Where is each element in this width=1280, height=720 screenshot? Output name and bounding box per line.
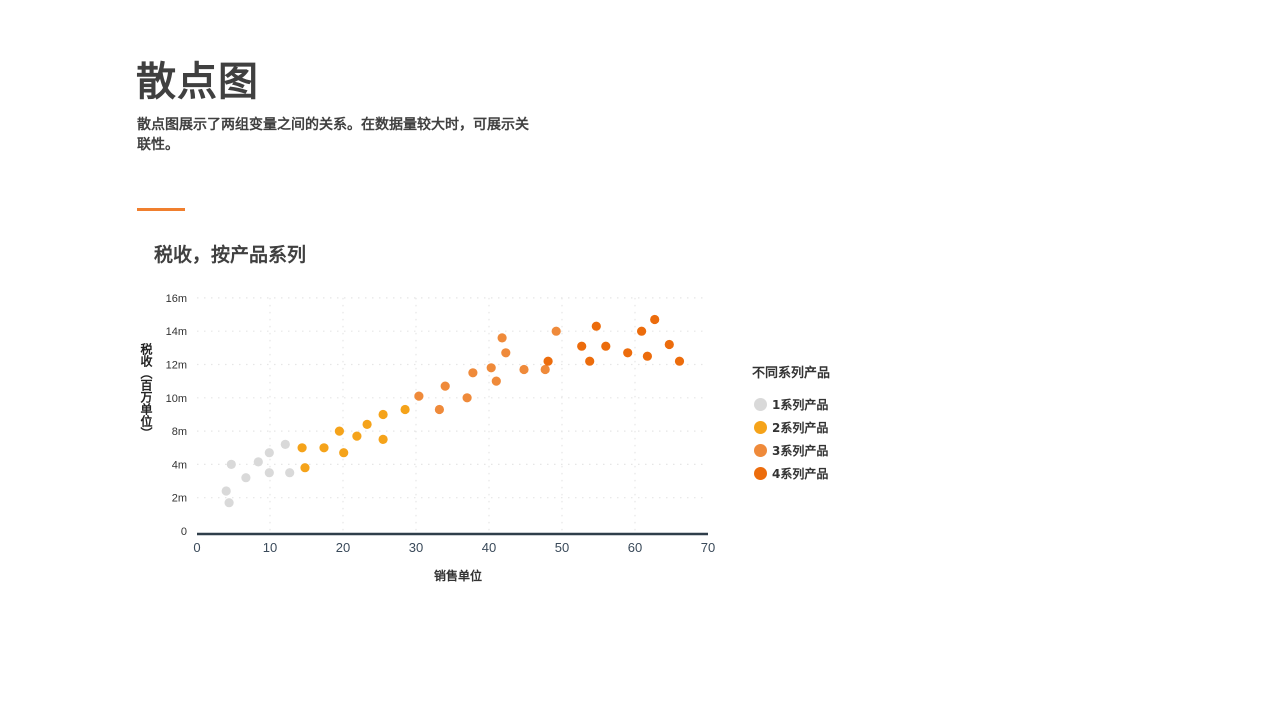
- y-tick-label: 8m: [172, 426, 187, 438]
- x-tick-label: 40: [482, 540, 496, 555]
- data-point-series-3[interactable]: [491, 376, 501, 386]
- data-point-series-2[interactable]: [400, 404, 410, 415]
- chart-legend: 不同系列产品 1系列产品 2系列产品 3系列产品 4系列产品: [752, 362, 830, 485]
- legend-dot-icon: [754, 398, 767, 411]
- data-point-series-1[interactable]: [264, 468, 274, 478]
- x-tick-label: 30: [409, 540, 423, 555]
- data-point-series-3[interactable]: [468, 368, 478, 378]
- page-description: 散点图展示了两组变量之间的关系。在数据量较大时，可展示关联性。: [137, 117, 529, 153]
- legend-item-series-4[interactable]: 4系列产品: [752, 462, 830, 485]
- data-point-series-2[interactable]: [378, 434, 388, 444]
- legend-title: 不同系列产品: [752, 366, 831, 381]
- gridlines: [197, 297, 708, 531]
- x-tick-label: 0: [193, 540, 200, 555]
- data-point-series-4[interactable]: [543, 356, 553, 366]
- x-tick-label: 70: [701, 540, 715, 555]
- data-point-series-1[interactable]: [264, 448, 274, 458]
- data-point-series-2[interactable]: [334, 426, 344, 436]
- data-point-series-2[interactable]: [352, 431, 362, 441]
- y-tick-label: 12m: [166, 360, 187, 372]
- legend-item-series-3[interactable]: 3系列产品: [752, 439, 830, 462]
- data-point-series-4[interactable]: [664, 339, 674, 350]
- data-point-series-3[interactable]: [414, 391, 424, 401]
- y-axis-label: 税收（百万单位）: [139, 343, 153, 439]
- legend-item-series-2[interactable]: 2系列产品: [752, 416, 830, 439]
- data-point-series-1[interactable]: [280, 439, 290, 449]
- legend-dot-icon: [754, 444, 767, 457]
- data-point-series-4[interactable]: [650, 314, 660, 325]
- data-point-series-4[interactable]: [591, 321, 601, 331]
- data-point-series-3[interactable]: [440, 381, 450, 391]
- data-point-series-3[interactable]: [519, 364, 529, 375]
- data-point-series-4[interactable]: [585, 356, 595, 366]
- data-point-series-2[interactable]: [297, 443, 307, 453]
- data-point-series-1[interactable]: [226, 459, 236, 469]
- data-point-series-2[interactable]: [319, 443, 329, 453]
- data-point-series-4[interactable]: [642, 351, 653, 361]
- data-point-series-3[interactable]: [434, 404, 444, 415]
- data-points: [221, 314, 685, 508]
- data-point-series-4[interactable]: [601, 341, 611, 351]
- legend-label: 1系列产品: [772, 398, 829, 412]
- y-tick-label: 4m: [172, 459, 187, 471]
- data-point-series-4[interactable]: [637, 326, 647, 336]
- data-point-series-3[interactable]: [501, 348, 511, 358]
- y-axis-ticks: 0 2m 4m 8m 10m 12m 14m 16m: [166, 293, 187, 538]
- data-point-series-3[interactable]: [462, 393, 472, 403]
- data-point-series-1[interactable]: [221, 486, 231, 496]
- y-tick-label: 14m: [166, 326, 187, 338]
- data-point-series-1[interactable]: [285, 468, 295, 478]
- x-tick-label: 60: [628, 540, 642, 555]
- data-point-series-2[interactable]: [362, 419, 372, 429]
- legend-item-series-1[interactable]: 1系列产品: [752, 393, 830, 416]
- chart-title: 税收，按产品系列: [154, 244, 307, 266]
- data-point-series-2[interactable]: [339, 448, 349, 458]
- data-point-series-4[interactable]: [577, 341, 587, 351]
- x-axis-ticks: 0 10 20 30 40 50 60 70: [193, 540, 715, 555]
- data-point-series-3[interactable]: [486, 363, 496, 373]
- data-point-series-4[interactable]: [623, 348, 633, 358]
- y-tick-label: 2m: [172, 493, 187, 505]
- data-point-series-3[interactable]: [497, 333, 507, 343]
- legend-label: 4系列产品: [772, 467, 829, 481]
- data-point-series-1[interactable]: [224, 498, 234, 508]
- y-tick-label: 10m: [166, 393, 187, 405]
- x-tick-label: 50: [555, 540, 569, 555]
- x-tick-label: 20: [336, 540, 350, 555]
- data-point-series-2[interactable]: [378, 409, 388, 420]
- accent-divider: [137, 208, 185, 211]
- data-point-series-2[interactable]: [300, 463, 310, 473]
- data-point-series-3[interactable]: [540, 364, 550, 375]
- legend-label: 3系列产品: [772, 444, 829, 458]
- y-tick-label: 0: [181, 526, 187, 538]
- data-point-series-1[interactable]: [241, 473, 251, 483]
- page-title: 散点图: [136, 59, 259, 105]
- data-point-series-4[interactable]: [674, 356, 685, 366]
- y-tick-label: 16m: [166, 293, 187, 305]
- legend-dot-icon: [754, 421, 767, 434]
- x-tick-label: 10: [263, 540, 277, 555]
- x-axis-label: 销售单位: [434, 569, 483, 583]
- data-point-series-3[interactable]: [551, 326, 561, 336]
- legend-label: 2系列产品: [772, 421, 829, 435]
- data-point-series-1[interactable]: [253, 457, 263, 467]
- legend-dot-icon: [754, 467, 767, 480]
